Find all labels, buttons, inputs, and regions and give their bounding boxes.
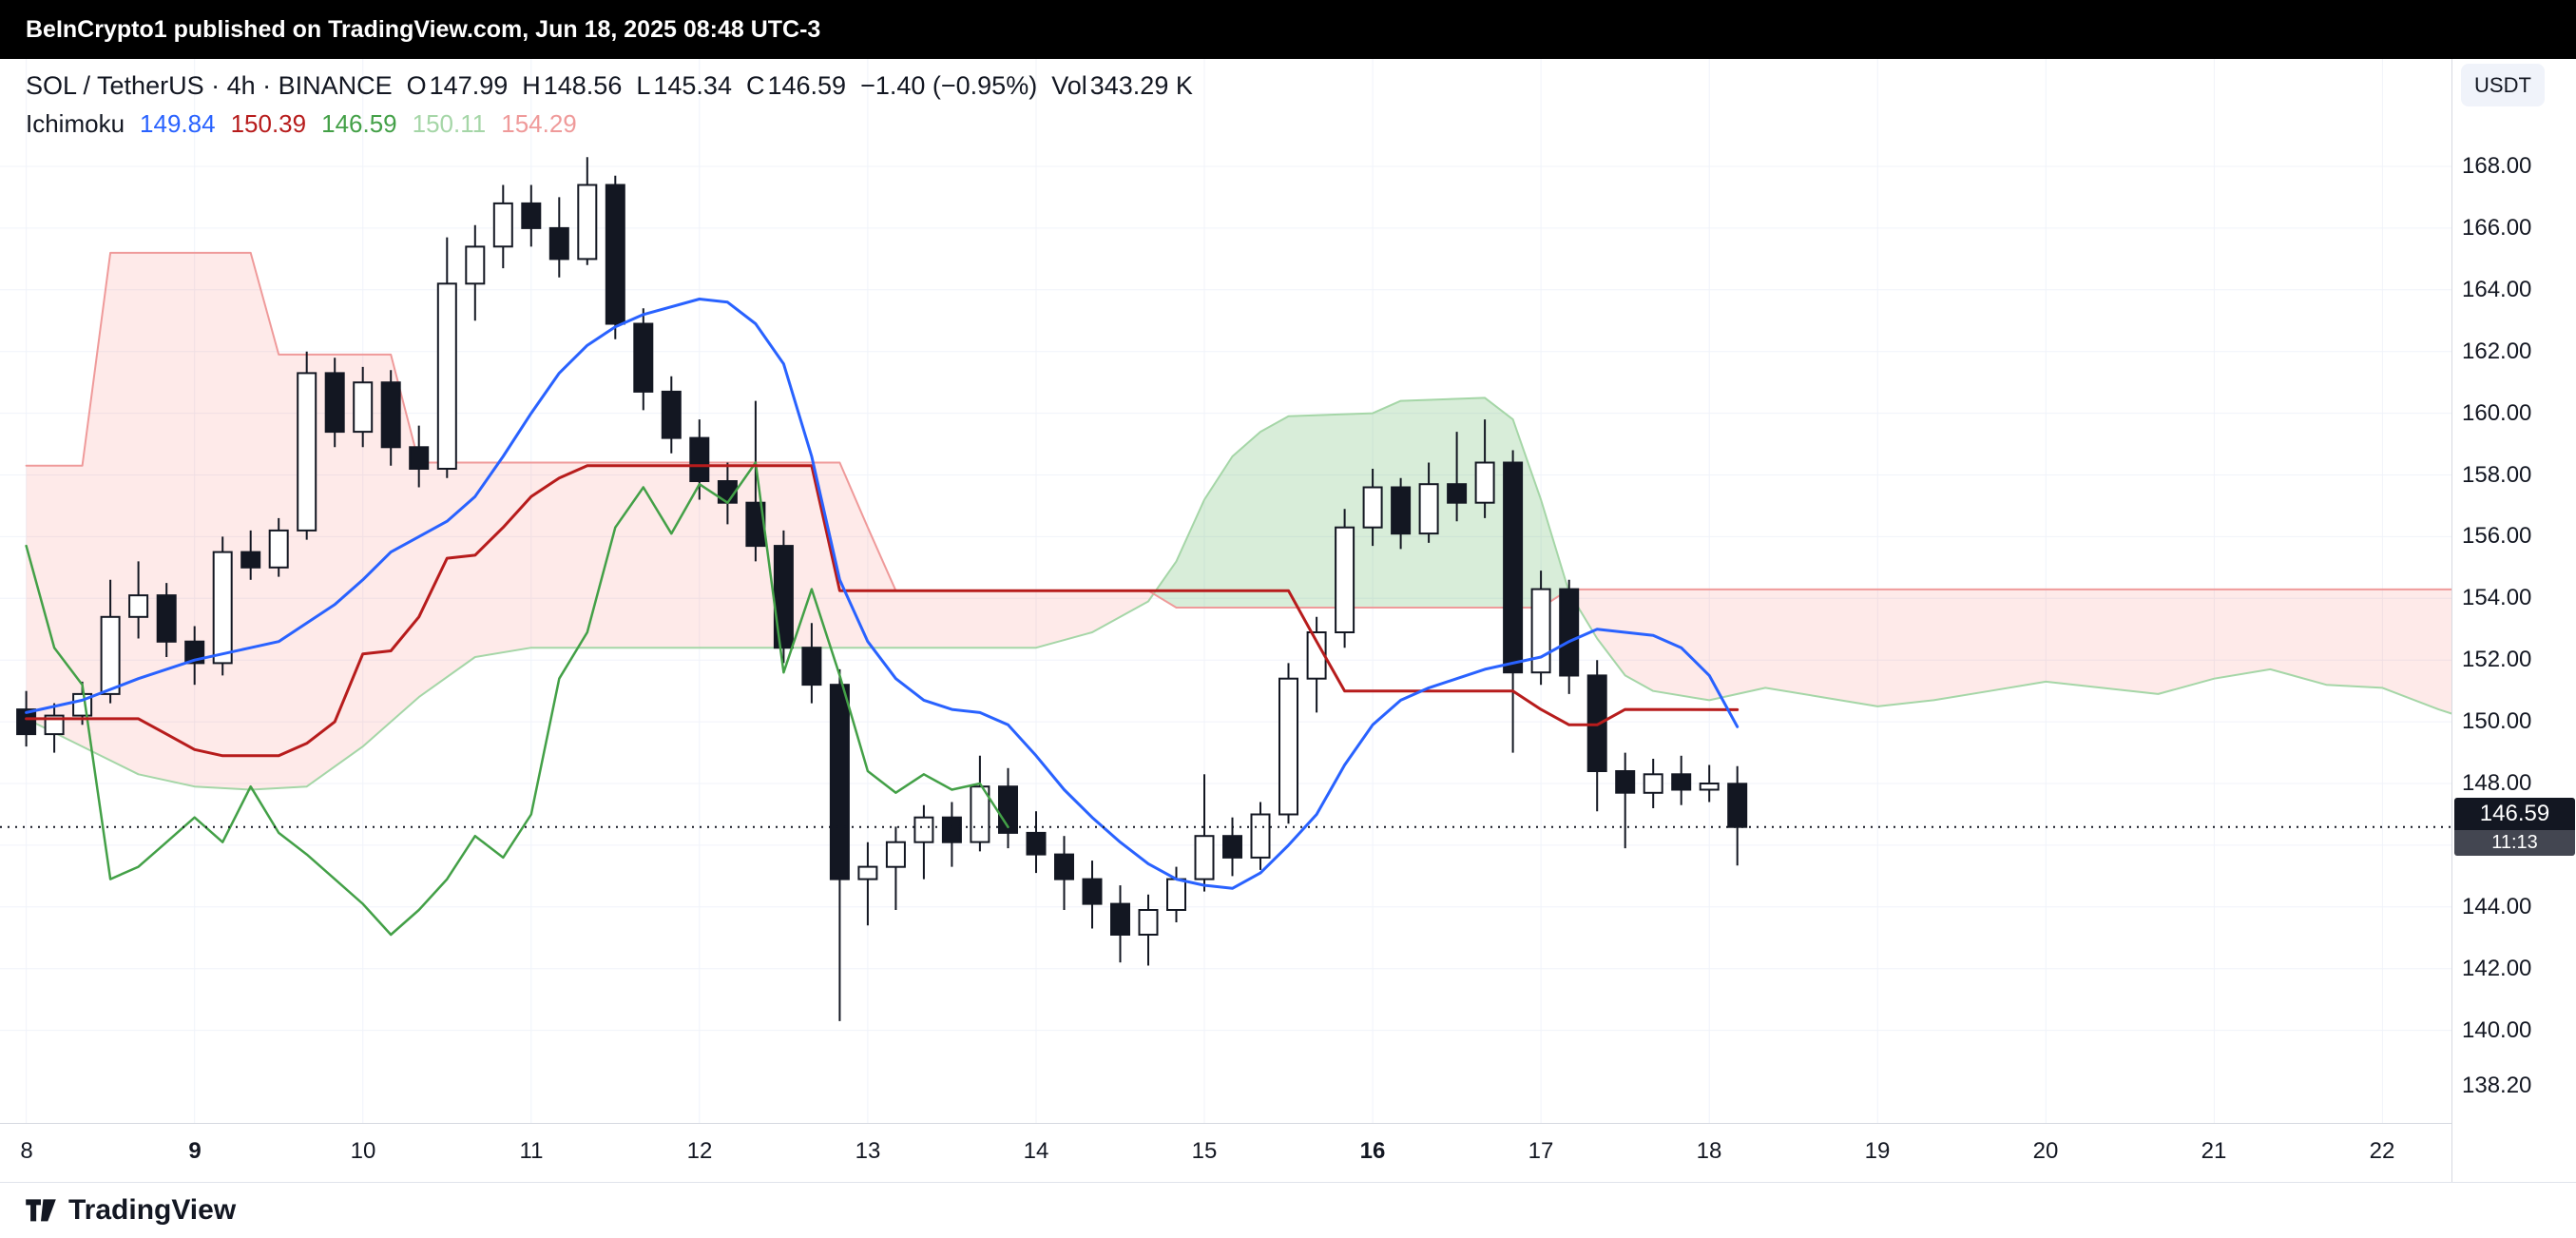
time-axis-label: 9 <box>188 1138 202 1164</box>
open-label: O <box>406 70 427 100</box>
indicator-value-tenkan: 149.84 <box>140 108 216 138</box>
volume-label: Vol <box>1051 70 1087 100</box>
time-axis-label: 8 <box>20 1138 33 1164</box>
close-value: 146.59 <box>767 70 847 100</box>
price-axis-label: 142.00 <box>2462 956 2532 981</box>
close-label: C <box>745 70 765 100</box>
symbol-title[interactable]: SOL / TetherUS · 4h · BINANCE <box>26 70 393 100</box>
price-axis-label: 164.00 <box>2462 277 2532 302</box>
last-price-label: 146.59 11:13 <box>2454 798 2575 856</box>
high-label: H <box>522 70 541 100</box>
ohlc-open: O 147.99 <box>407 71 509 101</box>
time-axis-label: 11 <box>519 1138 544 1164</box>
time-axis-label: 10 <box>350 1138 376 1164</box>
price-axis-label: 144.00 <box>2462 894 2532 919</box>
open-value: 147.99 <box>429 70 509 100</box>
currency-toggle-button[interactable]: USDT <box>2461 64 2545 106</box>
publish-banner: BeInCrypto1 published on TradingView.com… <box>0 0 2576 59</box>
indicator-value-senkou-b: 154.29 <box>501 108 577 138</box>
time-axis-label: 16 <box>1359 1138 1386 1164</box>
tradingview-logo-icon[interactable] <box>25 1198 57 1224</box>
indicator-name[interactable]: Ichimoku <box>26 108 125 138</box>
ohlc-close: C 146.59 <box>746 71 846 101</box>
time-axis-label: 22 <box>2369 1138 2395 1164</box>
time-axis-label: 18 <box>1696 1138 1722 1164</box>
low-label: L <box>636 70 651 100</box>
candle-countdown: 11:13 <box>2454 830 2575 856</box>
price-axis[interactable]: USDT 146.59 11:13 168.00 166.00 164.00 162.… <box>2451 59 2576 1182</box>
volume: Vol 343.29 K <box>1051 71 1193 101</box>
ohlc-high: H 148.56 <box>522 71 622 101</box>
last-price-value: 146.59 <box>2454 798 2575 830</box>
price-axis-label: 154.00 <box>2462 585 2532 610</box>
time-axis-label: 12 <box>686 1138 713 1164</box>
price-axis-label: 158.00 <box>2462 462 2532 488</box>
price-axis-label: 138.20 <box>2462 1073 2532 1098</box>
price-axis-label: 166.00 <box>2462 215 2532 241</box>
time-axis-label: 17 <box>1528 1138 1554 1164</box>
price-axis-label: 168.00 <box>2462 153 2532 179</box>
time-axis[interactable]: 8 9 10 11 12 13 14 15 16 17 18 19 20 21 22 <box>0 1123 2451 1182</box>
publish-banner-text: BeInCrypto1 published on TradingView.com… <box>26 16 821 43</box>
time-axis-label: 13 <box>855 1138 881 1164</box>
indicator-value-senkou-a: 150.11 <box>412 108 487 138</box>
time-axis-label: 15 <box>1191 1138 1218 1164</box>
price-axis-label: 162.00 <box>2462 339 2532 364</box>
change-value: −1.40 (−0.95%) <box>860 70 1038 100</box>
price-axis-label: 156.00 <box>2462 523 2532 549</box>
time-axis-label: 14 <box>1023 1138 1049 1164</box>
price-axis-label: 148.00 <box>2462 770 2532 796</box>
time-axis-label: 20 <box>2032 1138 2059 1164</box>
time-axis-label: 21 <box>2201 1138 2227 1164</box>
indicator-value-kijun: 150.39 <box>230 108 307 138</box>
time-axis-label: 19 <box>1864 1138 1891 1164</box>
indicator-value-chikou: 146.59 <box>321 108 397 138</box>
indicator-legend[interactable]: Ichimoku 149.84 150.39 146.59 150.11 154… <box>26 106 1193 141</box>
low-value: 145.34 <box>653 70 732 100</box>
volume-value: 343.29 K <box>1089 70 1193 100</box>
tradingview-brand[interactable]: TradingView <box>68 1194 237 1226</box>
price-axis-label: 140.00 <box>2462 1017 2532 1043</box>
price-axis-label: 150.00 <box>2462 708 2532 734</box>
high-value: 148.56 <box>543 70 623 100</box>
price-chart[interactable] <box>0 59 2451 1123</box>
ohlc-low: L 145.34 <box>636 71 732 101</box>
price-axis-label: 160.00 <box>2462 400 2532 426</box>
footer: TradingView <box>0 1182 2576 1238</box>
price-axis-label: 152.00 <box>2462 647 2532 672</box>
